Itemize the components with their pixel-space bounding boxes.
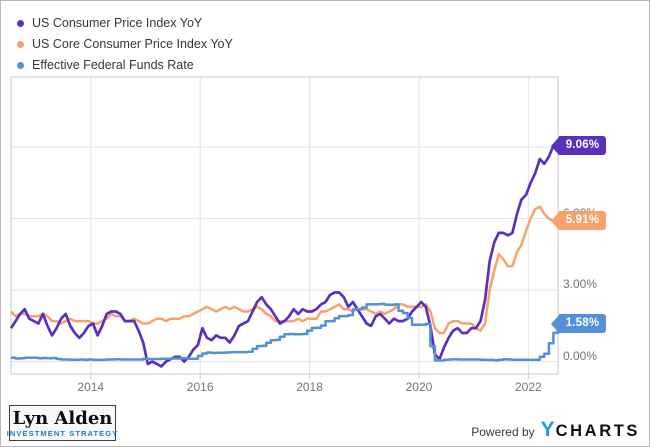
ycharts-logo-charts: CHARTS: [555, 422, 640, 440]
x-axis-label-2022: 2022: [515, 380, 542, 394]
legend-item-core-cpi[interactable]: US Core Consumer Price Index YoY: [17, 34, 233, 55]
ycharts-logo-y: Y: [540, 418, 556, 441]
x-axis-label-2020: 2020: [405, 380, 433, 394]
badge-arrow-icon: [551, 314, 559, 333]
lyn-alden-logo-subtitle: INVESTMENT STRATEGY: [6, 428, 119, 438]
x-axis-ticks: [90, 374, 529, 379]
badge-value-cpi: 9.06%: [559, 136, 606, 156]
legend-label-core-cpi: US Core Consumer Price Index YoY: [32, 37, 233, 51]
badge-arrow-icon: [551, 136, 559, 155]
legend-item-cpi[interactable]: US Consumer Price Index YoY: [17, 13, 233, 34]
lyn-alden-logo: Lyn Alden INVESTMENT STRATEGY: [6, 405, 119, 441]
badge-value-effr: 1.58%: [559, 314, 606, 334]
series-line-cpi: [9, 145, 555, 368]
badge-value-core-cpi: 5.91%: [559, 211, 606, 231]
badge-arrow-icon: [551, 211, 559, 230]
y-axis-label-0: 0.00%: [563, 348, 598, 363]
x-axis-label-2018: 2018: [296, 380, 323, 394]
horizontal-gridlines: [11, 146, 558, 363]
legend-item-effr[interactable]: Effective Federal Funds Rate: [17, 55, 233, 76]
series-line-core-cpi: [10, 205, 554, 335]
ycharts-attribution[interactable]: Powered by Y CHARTS: [471, 418, 640, 442]
x-axis-label-2014: 2014: [77, 380, 105, 394]
legend-dot-cpi-icon: [17, 20, 24, 27]
legend: US Consumer Price Index YoY US Core Cons…: [17, 13, 233, 76]
value-badge-effr: 1.58%: [551, 314, 606, 334]
value-badge-cpi: 9.06%: [551, 136, 606, 156]
lyn-alden-logo-title: Lyn Alden: [12, 407, 113, 429]
powered-by-label: Powered by: [471, 425, 535, 439]
legend-label-effr: Effective Federal Funds Rate: [32, 58, 194, 72]
series-line-effr: [11, 302, 560, 362]
legend-dot-core-cpi-icon: [17, 41, 24, 48]
value-badge-core-cpi: 5.91%: [551, 211, 606, 231]
legend-label-cpi: US Consumer Price Index YoY: [32, 16, 203, 30]
x-axis-label-2016: 2016: [186, 380, 214, 394]
y-axis-label-3: 3.00%: [563, 277, 598, 292]
legend-dot-effr-icon: [17, 62, 24, 69]
